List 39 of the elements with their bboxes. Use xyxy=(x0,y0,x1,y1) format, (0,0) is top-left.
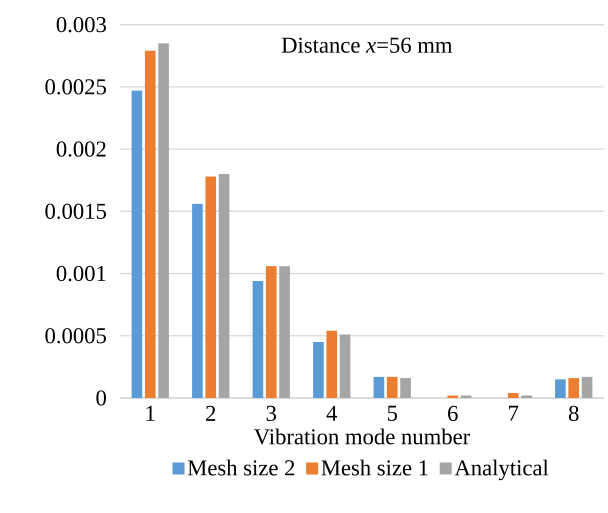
bar xyxy=(218,174,230,398)
bar xyxy=(192,204,203,398)
bar xyxy=(582,376,592,398)
bar xyxy=(132,90,142,398)
y-tick-label: 0 xyxy=(96,390,106,406)
x-tick-label: 6 xyxy=(448,406,458,422)
bar xyxy=(326,330,338,398)
bar xyxy=(158,43,169,398)
y-tick-label: 0.0015 xyxy=(45,204,106,220)
bar xyxy=(386,376,398,398)
bar xyxy=(313,342,324,398)
y-tick-label: 0.001 xyxy=(56,266,106,282)
x-tick-label: 4 xyxy=(326,406,338,421)
bar xyxy=(205,176,216,398)
bar xyxy=(555,379,566,398)
bar xyxy=(508,393,519,398)
x-tick-label: 2 xyxy=(206,406,216,421)
bar xyxy=(266,266,277,398)
bar xyxy=(252,281,264,398)
bar xyxy=(279,266,290,398)
x-axis-title: Vibration mode number xyxy=(254,428,470,445)
legend-label: Analytical xyxy=(454,460,548,480)
bar xyxy=(374,376,384,398)
legend-label: Mesh size 2 xyxy=(188,460,294,476)
x-tick-label: 5 xyxy=(388,406,398,421)
bar xyxy=(340,334,350,398)
x-tick-label: 3 xyxy=(266,406,276,422)
annotation: Distance x=56 mm xyxy=(282,38,452,53)
bar xyxy=(400,378,411,398)
bar xyxy=(568,378,580,398)
x-tick-label: 1 xyxy=(146,406,155,421)
bar xyxy=(144,50,156,398)
y-tick-label: 0.0005 xyxy=(45,328,106,344)
legend-label: Mesh size 1 xyxy=(321,460,428,476)
y-tick-label: 0.002 xyxy=(56,141,106,157)
y-tick-label: 0.003 xyxy=(56,16,106,32)
x-tick-label: 7 xyxy=(509,406,518,421)
x-tick-label: 8 xyxy=(568,406,579,422)
y-tick-label: 0.0025 xyxy=(45,79,106,95)
